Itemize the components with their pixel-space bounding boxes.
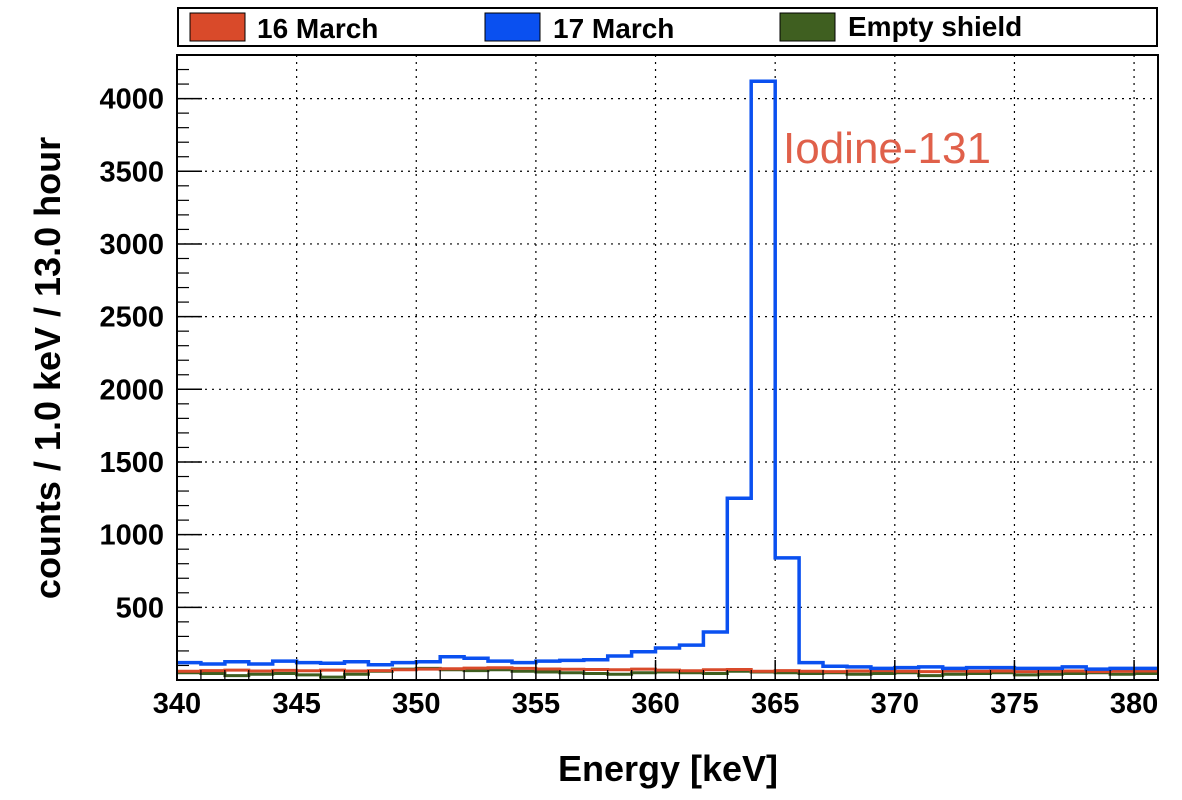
y-axis-title: counts / 1.0 keV / 13.0 hour xyxy=(27,137,68,599)
x-tick-label-345: 345 xyxy=(272,688,320,720)
annotation-iodine-131: Iodine-131 xyxy=(783,124,991,173)
y-tick-label-3000: 3000 xyxy=(99,229,164,261)
legend-label-16-march: 16 March xyxy=(257,13,378,44)
legend-swatch-17-march xyxy=(484,12,541,42)
x-tick-label-355: 355 xyxy=(512,688,560,720)
x-tick-label-340: 340 xyxy=(153,688,201,720)
y-tick-label-2500: 2500 xyxy=(99,302,164,334)
x-tick-label-380: 380 xyxy=(1110,688,1158,720)
y-tick-label-500: 500 xyxy=(116,592,164,624)
legend-frame xyxy=(177,7,1158,47)
x-tick-label-350: 350 xyxy=(392,688,440,720)
y-tick-label-4000: 4000 xyxy=(99,84,164,116)
legend: 16 March 17 March Empty shield xyxy=(177,7,1158,47)
grid xyxy=(176,55,1158,680)
series-line-17-march xyxy=(177,79,1158,671)
plot-frame xyxy=(176,54,1159,681)
x-tick-label-360: 360 xyxy=(631,688,679,720)
y-ticks: 500 1000 1500 2000 2500 3000 3500 4000 xyxy=(99,54,202,667)
y-tick-label-1500: 1500 xyxy=(99,447,164,479)
y-tick-label-1000: 1000 xyxy=(99,520,164,552)
legend-swatch-empty-shield xyxy=(779,12,836,42)
x-tick-label-370: 370 xyxy=(871,688,919,720)
x-ticks: 340 345 350 355 360 365 370 375 380 xyxy=(153,660,1158,720)
y-tick-label-3500: 3500 xyxy=(99,156,164,188)
legend-label-17-march: 17 March xyxy=(553,13,674,44)
x-axis-title: Energy [keV] xyxy=(558,748,778,789)
y-tick-label-2000: 2000 xyxy=(99,374,164,406)
x-tick-label-375: 375 xyxy=(990,688,1038,720)
x-tick-label-365: 365 xyxy=(751,688,799,720)
legend-label-empty-shield: Empty shield xyxy=(848,11,1022,42)
legend-swatch-16-march xyxy=(189,12,246,42)
